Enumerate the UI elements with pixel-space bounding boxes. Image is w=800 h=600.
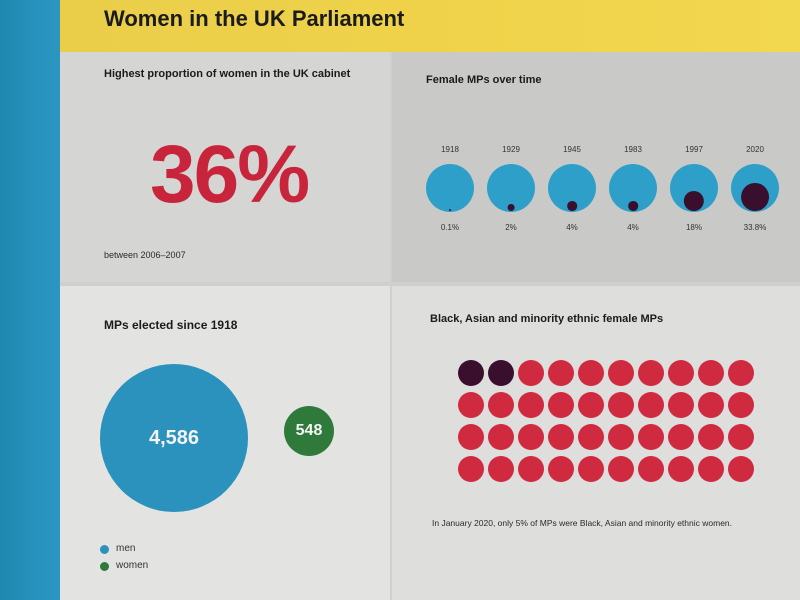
ring-percent-label: 33.8% <box>743 223 767 232</box>
ring-percent-label: 4% <box>627 223 639 232</box>
women-circle: 548 <box>284 406 334 456</box>
cabinet-percentage: 36% <box>150 129 310 220</box>
other-mp-dot <box>578 424 604 450</box>
other-mp-dot <box>488 392 514 418</box>
other-mp-dot <box>488 456 514 482</box>
bame-mp-dot <box>458 360 484 386</box>
other-mp-dot <box>548 392 574 418</box>
women-value: 548 <box>295 422 323 439</box>
other-mp-dot <box>488 424 514 450</box>
ring-year-label: 1983 <box>624 145 642 154</box>
other-mp-dot <box>728 424 754 450</box>
ring-percent-label: 4% <box>566 223 578 232</box>
other-mp-dot <box>578 392 604 418</box>
ring-year-label: 1929 <box>502 145 520 154</box>
female-share-dot <box>741 183 769 211</box>
other-mp-dot <box>608 392 634 418</box>
ring-year-label: 1945 <box>563 145 581 154</box>
other-mp-dot <box>608 360 634 386</box>
other-mp-dot <box>548 424 574 450</box>
other-mp-dot <box>518 392 544 418</box>
ring-percent-label: 18% <box>685 223 702 232</box>
title-band <box>0 0 800 52</box>
other-mp-dot <box>638 424 664 450</box>
other-mp-dot <box>458 456 484 482</box>
ring-year-label: 2020 <box>746 145 764 154</box>
other-mp-dot <box>698 392 724 418</box>
female-share-dot <box>628 201 638 211</box>
ring-percent-label: 2% <box>505 223 517 232</box>
other-mp-dot <box>548 456 574 482</box>
ring-year-label: 1918 <box>441 145 459 154</box>
ring-year-label: 1997 <box>685 145 703 154</box>
other-mp-dot <box>668 392 694 418</box>
other-mp-dot <box>608 456 634 482</box>
other-mp-dot <box>698 456 724 482</box>
legend-women-dot <box>100 562 109 571</box>
bame-mp-dot <box>488 360 514 386</box>
female-share-circle <box>487 164 535 212</box>
other-mp-dot <box>728 360 754 386</box>
female-share-circle <box>670 164 718 212</box>
other-mp-dot <box>728 456 754 482</box>
other-mp-dot <box>518 456 544 482</box>
other-mp-dot <box>578 360 604 386</box>
other-mp-dot <box>698 424 724 450</box>
other-mp-dot <box>518 424 544 450</box>
female-share-dot <box>507 204 515 211</box>
mps-elected-heading: MPs elected since 1918 <box>104 318 238 332</box>
other-mp-dot <box>578 456 604 482</box>
other-mp-dot <box>458 424 484 450</box>
cabinet-heading: Highest proportion of women in the UK ca… <box>104 68 351 80</box>
other-mp-dot <box>608 424 634 450</box>
legend-men-label: men <box>116 543 136 554</box>
other-mp-dot <box>668 456 694 482</box>
cabinet-period: between 2006–2007 <box>104 250 186 260</box>
female-share-circle <box>426 164 474 212</box>
page-title: Women in the UK Parliament <box>104 6 405 31</box>
legend-men-dot <box>100 545 109 554</box>
other-mp-dot <box>698 360 724 386</box>
legend-women-label: women <box>116 560 149 571</box>
female-mps-heading: Female MPs over time <box>426 74 542 86</box>
other-mp-dot <box>638 360 664 386</box>
bame-heading: Black, Asian and minority ethnic female … <box>430 313 664 325</box>
other-mp-dot <box>668 424 694 450</box>
ring-percent-label: 0.1% <box>440 223 460 232</box>
female-share-dot <box>449 209 451 211</box>
other-mp-dot <box>638 392 664 418</box>
other-mp-dot <box>638 456 664 482</box>
other-mp-dot <box>458 392 484 418</box>
bame-caption: In January 2020, only 5% of MPs were Bla… <box>432 518 733 528</box>
female-share-circle <box>731 164 779 212</box>
other-mp-dot <box>548 360 574 386</box>
female-share-circle <box>548 164 596 212</box>
men-value: 4,586 <box>148 426 200 449</box>
other-mp-dot <box>518 360 544 386</box>
bame-dot-grid <box>458 360 758 490</box>
other-mp-dot <box>668 360 694 386</box>
cabinet-panel <box>60 52 390 282</box>
female-share-dot <box>567 201 577 211</box>
female-share-dot <box>683 190 705 211</box>
female-share-circle <box>609 164 657 212</box>
other-mp-dot <box>728 392 754 418</box>
men-circle: 4,586 <box>100 364 248 512</box>
side-band <box>0 0 60 600</box>
